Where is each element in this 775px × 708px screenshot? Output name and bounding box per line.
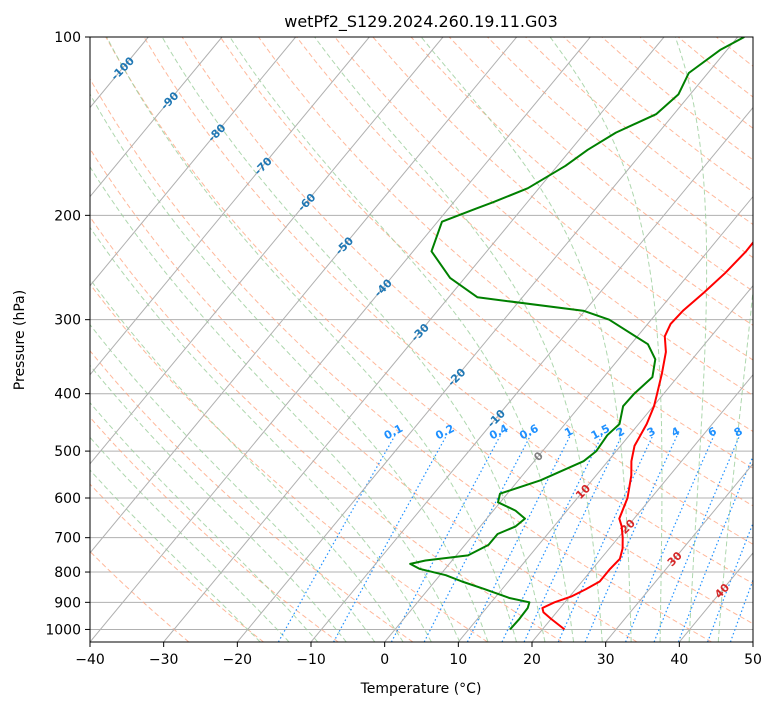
- x-tick-label: 50: [744, 652, 762, 668]
- pressure-gridlines: [90, 37, 753, 630]
- x-tick-label: 20: [523, 652, 541, 668]
- y-tick-label: 600: [54, 491, 81, 507]
- x-axis-ticks: −40 −30 −20 −10 0 10 20 30 40 50: [75, 642, 762, 668]
- x-tick-label: 40: [670, 652, 688, 668]
- mixing-ratio-line: [501, 434, 603, 642]
- mixing-ratio-line: [333, 434, 448, 642]
- x-tick-label: −20: [223, 652, 253, 668]
- y-tick-label: 900: [54, 595, 81, 611]
- isotherm: [90, 37, 591, 642]
- y-axis-label: Pressure (hPa): [12, 290, 28, 390]
- mixing-ratio-line: [277, 434, 396, 642]
- moist-adiabat: [90, 364, 347, 642]
- mixing-ratio-line: [625, 434, 715, 642]
- y-tick-label: 100: [54, 30, 81, 46]
- moist-adiabat: [90, 165, 461, 642]
- x-axis-label: Temperature (°C): [360, 681, 482, 697]
- moist-adiabat: [549, 37, 663, 642]
- moist-adiabat: [229, 37, 575, 642]
- dry-adiabat: [90, 147, 638, 642]
- sounding-profiles: [409, 37, 753, 631]
- mixing-ratio-lines: [277, 434, 753, 642]
- mixing-ratio-line: [390, 434, 502, 642]
- x-tick-label: −40: [75, 652, 105, 668]
- dry-adiabat: [258, 37, 753, 469]
- isotherm: [531, 373, 753, 642]
- dry-adiabat: [90, 283, 488, 642]
- y-tick-label: 400: [54, 387, 81, 403]
- isotherms: [90, 37, 753, 642]
- isotherm: [90, 37, 444, 465]
- isotherm: [457, 284, 753, 642]
- y-tick-label: 700: [54, 531, 81, 547]
- moist-adiabat: [90, 469, 261, 642]
- moist-adiabat: [90, 436, 290, 642]
- sounding-profile-line: [409, 37, 745, 631]
- dry-adiabat: [296, 37, 753, 433]
- isotherm: [90, 37, 223, 198]
- moist-adiabat: [161, 37, 546, 642]
- x-tick-label: −10: [296, 652, 326, 668]
- y-tick-label: 200: [54, 208, 81, 224]
- moist-adiabat: [90, 323, 376, 642]
- isotherm: [163, 37, 665, 642]
- moist-adiabat: [106, 37, 517, 642]
- x-tick-label: −30: [149, 652, 179, 668]
- dry-adiabat: [90, 483, 264, 642]
- moist-adiabat: [674, 37, 708, 642]
- dry-adiabat: [372, 37, 753, 361]
- isotherm: [310, 106, 753, 642]
- mixing-ratio-line: [707, 521, 753, 642]
- dry-adiabat: [105, 37, 753, 625]
- x-tick-label: 10: [449, 652, 467, 668]
- chart-title: wetPf2_S129.2024.260.19.11.G03: [284, 12, 558, 32]
- plot-frame: [89, 36, 754, 643]
- y-tick-label: 300: [54, 313, 81, 329]
- moist-adiabat: [314, 37, 603, 642]
- mixing-ratio-line: [466, 434, 571, 642]
- mixing-ratio-line: [423, 434, 532, 642]
- y-tick-label: 800: [54, 565, 81, 581]
- mixing-ratio-line: [677, 454, 753, 642]
- y-tick-label: 1000: [45, 622, 81, 638]
- mixing-ratio-label: 10: [751, 423, 771, 442]
- isotherm: [90, 37, 518, 554]
- x-tick-label: 0: [380, 652, 389, 668]
- moist-adiabat: [717, 286, 753, 642]
- y-axis-ticks: 100 200 300 400 500 600 700 800 900 1000: [45, 30, 90, 638]
- moist-adiabat: [90, 93, 489, 642]
- isotherm: [236, 37, 739, 642]
- dry-adiabat: [143, 37, 753, 585]
- y-tick-label: 500: [54, 444, 81, 460]
- isotherm: [90, 37, 370, 376]
- isotherm: [605, 463, 753, 642]
- dry-adiabat: [90, 216, 563, 642]
- moist-adiabat: [420, 37, 632, 642]
- isotherm: [90, 37, 297, 287]
- moist-adiabat: [90, 401, 319, 642]
- x-tick-label: 30: [597, 652, 615, 668]
- dry-adiabat: [410, 37, 753, 326]
- sounding-profile-line: [541, 241, 753, 631]
- isotherm: [384, 195, 753, 642]
